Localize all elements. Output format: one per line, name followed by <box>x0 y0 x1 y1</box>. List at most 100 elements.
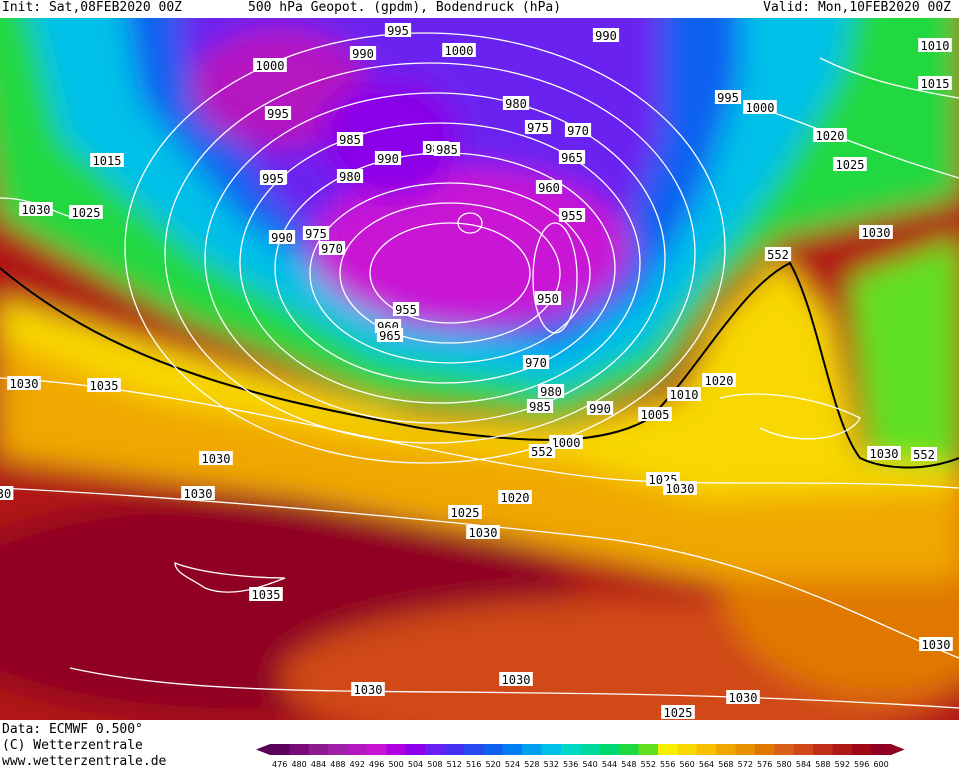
legend-swatch <box>619 744 640 755</box>
pressure-label-bg <box>433 142 461 156</box>
pressure-label: 965 <box>379 329 401 343</box>
pressure-label: 1000 <box>552 436 581 450</box>
legend-tick-label: 592 <box>835 760 850 769</box>
pressure-label: 990 <box>589 402 611 416</box>
pressure-labels: 995 990 1000 990 1000 995 985 995 1010 1015 995 100… <box>0 23 953 720</box>
pressure-label-bg <box>349 46 377 60</box>
pressure-label: 1030 <box>922 638 951 652</box>
legend-tick-label: 556 <box>660 760 675 769</box>
valid-time: Valid: Mon,10FEB2020 00Z <box>763 0 951 15</box>
weather-map-graphic: 995 990 1000 990 1000 995 985 995 1010 1015 995 100… <box>0 18 959 720</box>
pressure-label: 985 <box>339 133 361 147</box>
pressure-label: 995 <box>387 24 409 38</box>
pressure-label-bg <box>264 106 292 120</box>
pressure-label-bg <box>499 672 533 686</box>
pressure-label: 1020 <box>816 129 845 143</box>
pressure-label: 1000 <box>746 101 775 115</box>
pressure-label-bg <box>268 230 296 244</box>
pressure-label: 1025 <box>451 506 480 520</box>
pressure-label: 552 <box>767 248 789 262</box>
legend-swatch <box>270 744 290 755</box>
pressure-label-bg <box>0 486 14 500</box>
pressure-label-bg <box>351 682 385 696</box>
pressure-label-bg <box>638 407 672 421</box>
legend-swatch <box>367 744 387 755</box>
pressure-label-bg <box>302 226 330 240</box>
legend-swatch <box>541 744 562 755</box>
pressure-label-bg <box>526 399 554 413</box>
legend-tick-label: 560 <box>679 760 694 769</box>
legend-swatch <box>483 744 504 755</box>
website-url: www.wetterzentrale.de <box>2 754 167 769</box>
map-title: 500 hPa Geopot. (gpdm), Bodendruck (hPa) <box>248 0 562 15</box>
legend-tick-label: 548 <box>621 760 636 769</box>
pressure-label: 1020 <box>501 491 530 505</box>
legend-swatch <box>444 744 465 755</box>
legend-tick-label: 528 <box>524 760 539 769</box>
pressure-label: 1025 <box>664 706 693 720</box>
pressure-label: 990 <box>271 231 293 245</box>
pressure-label-bg <box>918 38 952 52</box>
isobars <box>0 32 959 709</box>
pressure-label-bg <box>813 128 847 142</box>
pressure-label-bg <box>534 291 562 305</box>
pressure-label-bg <box>374 151 402 165</box>
copyright: (C) Wetterzentrale <box>2 738 143 753</box>
pressure-label: 1030 <box>10 377 39 391</box>
pressure-label: 995 <box>267 107 289 121</box>
pressure-label-bg <box>661 705 695 719</box>
pressure-label-bg <box>535 180 563 194</box>
legend-swatch <box>425 744 446 755</box>
legend-tick-label: 520 <box>485 760 500 769</box>
pressure-label-bg <box>524 120 552 134</box>
pressure-label: 995 <box>262 172 284 186</box>
pressure-label-bg <box>253 58 287 72</box>
pressure-label-bg <box>199 451 233 465</box>
pressure-label: 1015 <box>921 77 950 91</box>
pressure-label: 985 <box>436 143 458 157</box>
legend-swatch <box>696 744 717 755</box>
legend-swatch <box>580 744 601 755</box>
legend-tick-label: 552 <box>641 760 656 769</box>
legend-tick-label: 536 <box>563 760 578 769</box>
pressure-label: 1030 <box>870 447 899 461</box>
pressure-label: 1030 <box>729 691 758 705</box>
legend-tick-label: 568 <box>718 760 733 769</box>
pressure-label-bg <box>87 378 121 392</box>
pressure-label: 1030 <box>666 482 695 496</box>
legend-tick-label: 508 <box>427 760 442 769</box>
pressure-label: 1010 <box>921 39 950 53</box>
pressure-label: 1020 <box>705 374 734 388</box>
legend-tick-label: 576 <box>757 760 772 769</box>
legend-swatch <box>677 744 698 755</box>
legend-tick-label: 512 <box>447 760 462 769</box>
legend-swatch <box>813 744 834 755</box>
pressure-label-bg <box>564 123 592 137</box>
pressure-label: 1005 <box>641 408 670 422</box>
pressure-label: 30 <box>0 487 11 501</box>
pressure-label-bg <box>7 376 41 390</box>
legend-swatch <box>464 744 484 755</box>
pressure-label-bg <box>833 157 867 171</box>
pressure-label: 975 <box>527 121 549 135</box>
legend-swatch <box>599 744 620 755</box>
pressure-label: 960 <box>538 181 560 195</box>
legend-tick-label: 600 <box>873 760 888 769</box>
pressure-label-bg <box>19 202 53 216</box>
legend-swatch <box>308 744 329 755</box>
pressure-label: 955 <box>395 303 417 317</box>
legend-swatch <box>755 744 775 755</box>
pressure-label-bg <box>667 387 701 401</box>
pressure-label-bg <box>558 150 586 164</box>
legend-tick-label: 540 <box>582 760 597 769</box>
legend-swatch <box>386 744 407 755</box>
pressure-label: 1030 <box>354 683 383 697</box>
contour-552 <box>0 261 959 469</box>
legend-swatch <box>852 744 872 755</box>
pressure-label-bg <box>549 435 583 449</box>
pressure-label: 980 <box>339 170 361 184</box>
legend-arrow-right <box>890 744 905 755</box>
legend-swatch <box>658 744 678 755</box>
init-time: Init: Sat,08FEB2020 00Z <box>2 0 183 15</box>
legend-swatch <box>716 744 737 755</box>
